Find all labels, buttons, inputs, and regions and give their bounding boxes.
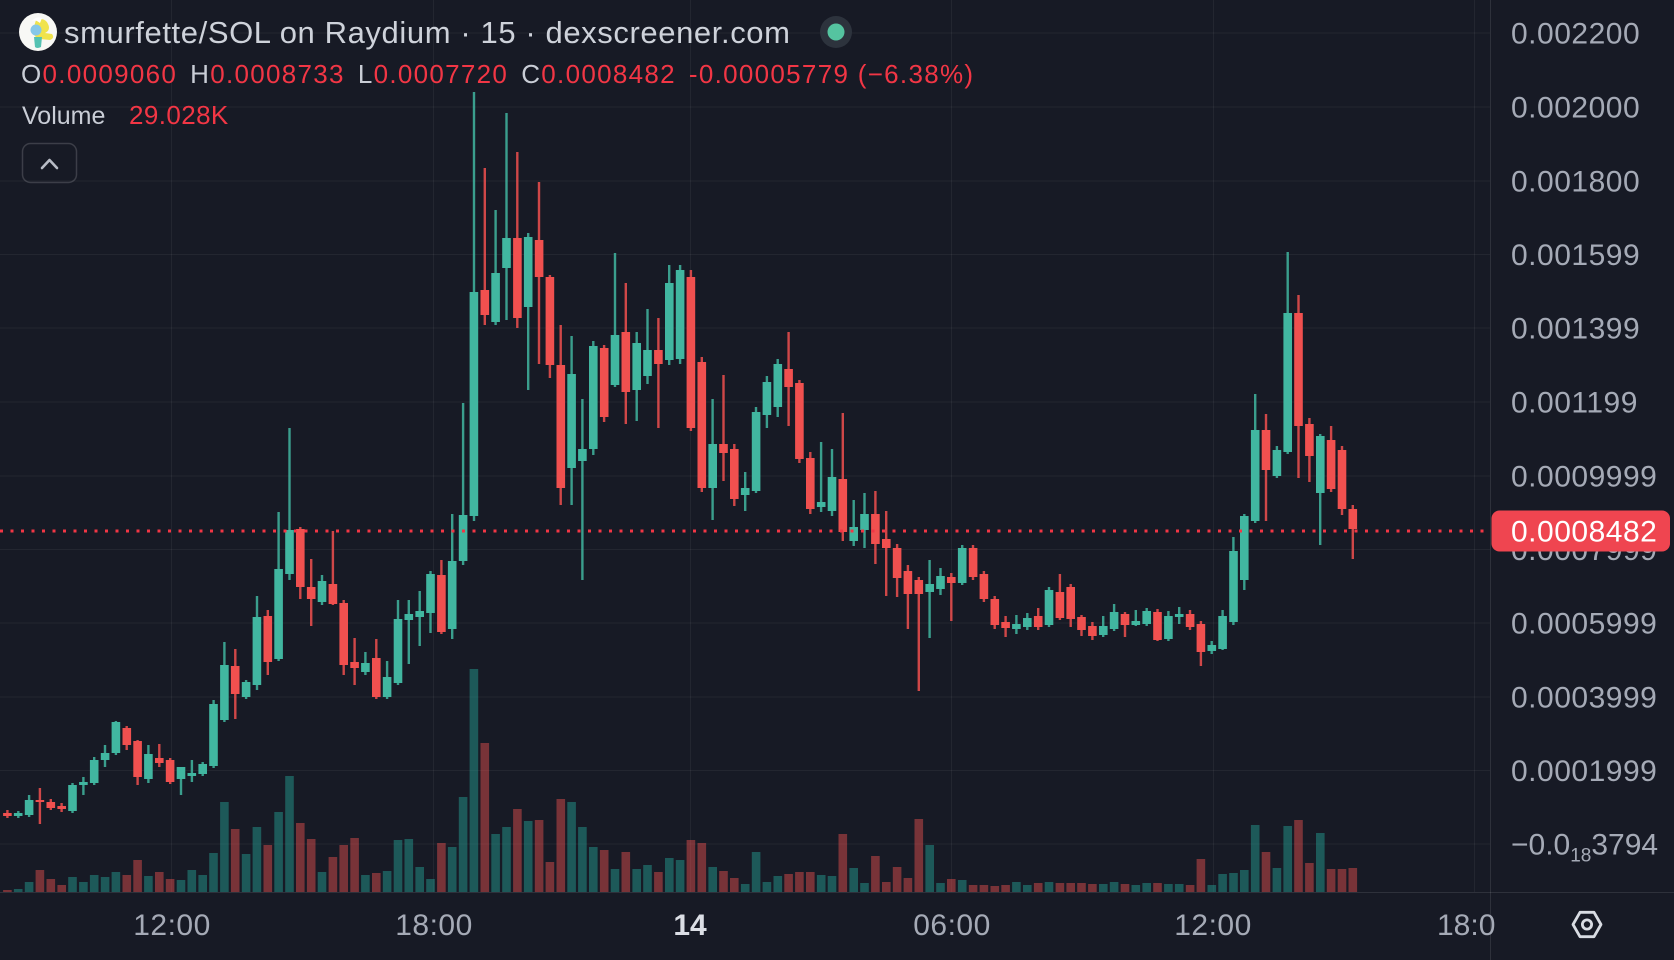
svg-text:29.028K: 29.028K: [129, 100, 229, 130]
svg-text:Volume: Volume: [22, 102, 105, 130]
svg-text:0.002200: 0.002200: [1511, 18, 1640, 51]
svg-text:0.001800: 0.001800: [1511, 166, 1640, 199]
svg-text:0.001399: 0.001399: [1511, 313, 1640, 346]
svg-text:0.0001999: 0.0001999: [1511, 755, 1657, 788]
svg-text:06:00: 06:00: [913, 909, 991, 942]
svg-text:0.0008482: 0.0008482: [1511, 516, 1657, 549]
svg-text:12:00: 12:00: [133, 909, 211, 942]
svg-text:12:00: 12:00: [1174, 909, 1252, 942]
svg-text:0.0009999: 0.0009999: [1511, 461, 1657, 494]
svg-text:0.001599: 0.001599: [1511, 239, 1640, 272]
svg-text:0.001199: 0.001199: [1511, 387, 1638, 420]
svg-text:0.002000: 0.002000: [1511, 92, 1640, 125]
svg-text:smurfette/SOL on Raydium · 15: smurfette/SOL on Raydium · 15 · dexscree…: [64, 15, 791, 50]
svg-text:0.0005999: 0.0005999: [1511, 608, 1657, 641]
svg-text:14: 14: [673, 909, 707, 942]
svg-text:18:0: 18:0: [1437, 909, 1495, 942]
svg-text:18:00: 18:00: [395, 909, 473, 942]
svg-text:0.0003999: 0.0003999: [1511, 682, 1657, 715]
